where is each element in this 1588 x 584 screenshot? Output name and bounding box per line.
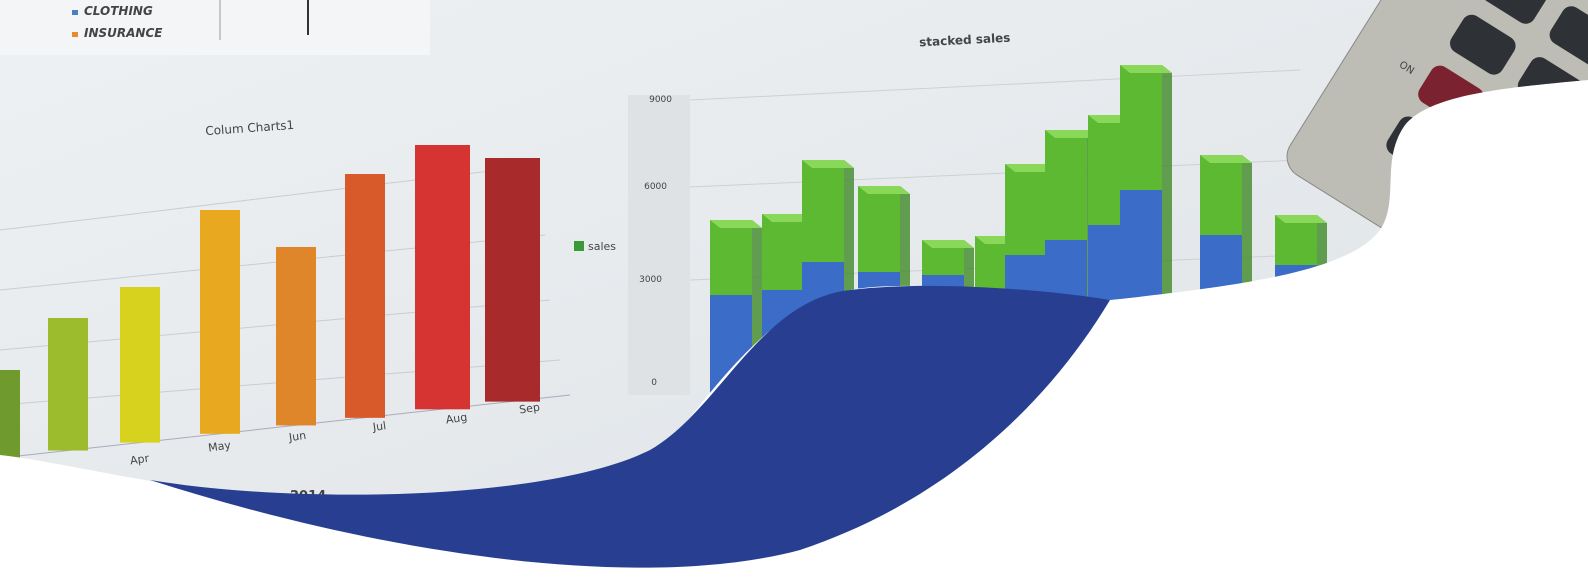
axis-band: [628, 95, 690, 395]
legend-swatch: [72, 32, 78, 37]
x-tick-label: Sep: [518, 401, 540, 417]
y-tick-label: 3000: [639, 275, 662, 285]
legend-text: CLOTHING: [84, 4, 153, 18]
x-tick-label: Jun: [287, 429, 307, 444]
bar-top: [762, 214, 814, 222]
bar-segment: [1045, 130, 1087, 240]
bar: [200, 210, 240, 434]
y-tick-label: 0: [651, 378, 657, 388]
bar-side: [1317, 215, 1327, 400]
bar-segment: [1120, 65, 1162, 190]
legend-swatch: [574, 241, 584, 251]
legend-swatch: [72, 10, 78, 15]
bar-side: [1242, 155, 1252, 400]
bar-segment: [1275, 265, 1317, 400]
bar-top: [1005, 164, 1057, 172]
bar-segment: [1200, 155, 1242, 235]
chart-title: Colum Charts1: [205, 118, 295, 138]
caption: 2014: [290, 489, 326, 504]
wave: [150, 285, 1110, 568]
bar-top: [858, 186, 910, 194]
y-tick-label: 6000: [644, 182, 667, 192]
bar-side: [1162, 65, 1172, 400]
chart-title: stacked sales: [919, 31, 1011, 50]
bar: [120, 287, 160, 443]
bar: [48, 318, 88, 451]
bar-top: [802, 160, 854, 168]
bar-segment: [858, 186, 900, 272]
bar: [276, 247, 316, 426]
bar-segment: [1200, 235, 1242, 400]
bar-segment: [710, 220, 752, 295]
bar-segment: [1120, 190, 1162, 400]
bar-top: [922, 240, 974, 248]
bar-top: [1275, 215, 1327, 223]
bar-top: [710, 220, 762, 228]
x-tick-label: May: [207, 438, 232, 454]
bar: [485, 158, 540, 402]
x-tick-label: Aug: [445, 411, 468, 427]
bar-segment: [1275, 215, 1317, 265]
bar-segment: [1005, 164, 1047, 255]
bar: [415, 145, 470, 410]
legend-card: [0, 0, 430, 55]
left-chart: Colum Charts1 Apr May Jun Jul Aug Sep: [0, 118, 571, 468]
bar-top: [1200, 155, 1252, 163]
x-tick-label: Jul: [371, 419, 387, 434]
bar-segment: [802, 160, 844, 262]
x-tick-label: Apr: [129, 452, 150, 468]
bar: [345, 174, 385, 418]
bar-segment: [762, 214, 804, 290]
bar-top: [1045, 130, 1097, 138]
bar-top: [1120, 65, 1172, 73]
bar: [0, 370, 20, 458]
y-tick-label: 9000: [649, 95, 672, 105]
legend-text: INSURANCE: [84, 26, 163, 40]
legend-text: sales: [588, 240, 616, 253]
